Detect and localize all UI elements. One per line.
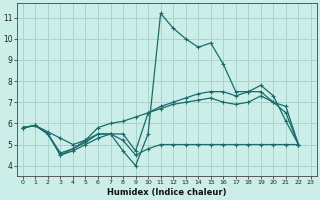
X-axis label: Humidex (Indice chaleur): Humidex (Indice chaleur) bbox=[107, 188, 227, 197]
